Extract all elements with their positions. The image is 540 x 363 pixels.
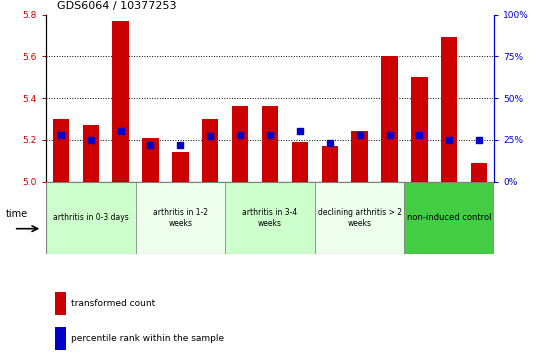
Bar <box>83 125 99 182</box>
Bar <box>315 182 404 254</box>
Bar <box>225 182 315 254</box>
Text: percentile rank within the sample: percentile rank within the sample <box>71 334 224 343</box>
Point <box>176 142 185 148</box>
Point <box>57 132 65 138</box>
Point <box>86 137 95 143</box>
Point <box>206 134 214 139</box>
Text: arthritis in 1-2
weeks: arthritis in 1-2 weeks <box>153 208 208 228</box>
Bar <box>142 138 159 182</box>
Bar <box>321 146 338 182</box>
Text: arthritis in 0-3 days: arthritis in 0-3 days <box>53 213 129 222</box>
Bar <box>381 56 398 182</box>
Bar <box>172 152 188 182</box>
Bar <box>232 106 248 182</box>
Point <box>266 132 274 138</box>
Point <box>295 129 304 134</box>
Point <box>415 132 424 138</box>
Bar <box>352 131 368 182</box>
Point <box>385 132 394 138</box>
Bar <box>471 163 488 182</box>
Point <box>146 142 155 148</box>
Bar <box>46 182 136 254</box>
Text: non-induced control: non-induced control <box>407 213 491 222</box>
Point <box>116 129 125 134</box>
Point <box>475 137 483 143</box>
Bar <box>52 119 69 182</box>
Text: arthritis in 3-4
weeks: arthritis in 3-4 weeks <box>242 208 298 228</box>
Bar <box>55 292 66 315</box>
Point <box>326 140 334 146</box>
Text: declining arthritis > 2
weeks: declining arthritis > 2 weeks <box>318 208 402 228</box>
Point <box>355 132 364 138</box>
Point <box>236 132 245 138</box>
Bar <box>404 182 494 254</box>
Bar <box>202 119 219 182</box>
Point <box>445 137 454 143</box>
Text: transformed count: transformed count <box>71 299 155 308</box>
Bar <box>112 21 129 182</box>
Bar <box>441 37 457 182</box>
Bar <box>136 182 225 254</box>
Bar <box>262 106 278 182</box>
Bar <box>55 327 66 350</box>
Text: time: time <box>5 209 28 219</box>
Text: GDS6064 / 10377253: GDS6064 / 10377253 <box>57 1 176 11</box>
Bar <box>292 142 308 182</box>
Bar <box>411 77 428 182</box>
